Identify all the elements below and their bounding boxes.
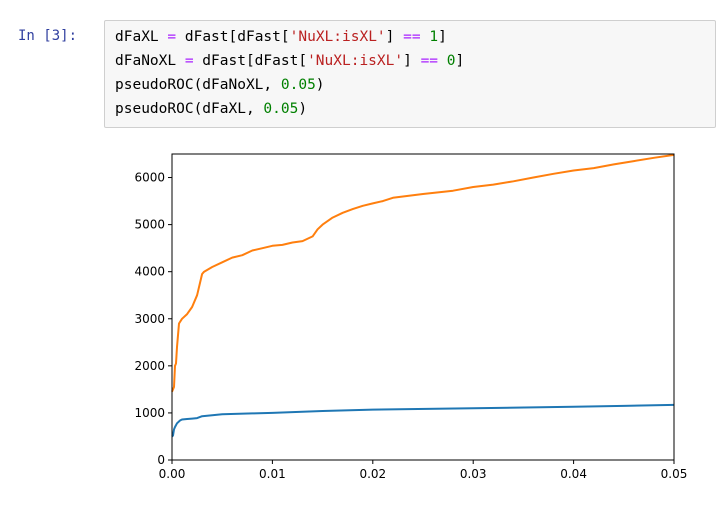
- code-token: ): [298, 101, 308, 117]
- code-token: ]: [385, 29, 404, 45]
- code-editor[interactable]: dFaXL = dFast[dFast['NuXL:isXL'] == 1] d…: [104, 20, 716, 128]
- code-token: dFaXL: [115, 29, 168, 45]
- code-token-number: 1: [429, 29, 439, 45]
- code-token-number: 0: [446, 53, 456, 69]
- code-token: ]: [455, 53, 465, 69]
- code-token-operator: ==: [403, 29, 421, 45]
- code-token: dFast[dFast[: [176, 29, 290, 45]
- y-tick-label: 6000: [134, 171, 165, 185]
- code-token: dFaNoXL: [115, 53, 185, 69]
- code-line-4: pseudoROC(dFaXL, 0.05): [115, 97, 464, 121]
- cell-output-plot: 0.00 0.01 0.02 0.03 0.04 0.05 0 1000 2000 3000 400…: [134, 153, 688, 481]
- code-line-3: pseudoROC(dFaNoXL, 0.05): [115, 73, 464, 97]
- code-token: ]: [403, 53, 421, 69]
- y-tick-label: 0: [157, 453, 165, 467]
- y-tick-label: 5000: [134, 218, 165, 232]
- x-tick-label: 0.03: [460, 467, 487, 481]
- plot-frame: [171, 153, 675, 461]
- code-token-string: 'NuXL:isXL': [307, 53, 404, 69]
- y-tick-label: 4000: [134, 265, 165, 279]
- code-token: [438, 53, 447, 69]
- code-line-2: dFaNoXL = dFast[dFast['NuXL:isXL'] == 0]: [115, 49, 464, 73]
- series-line-2: [171, 153, 675, 393]
- code-token-number: 0.05: [280, 77, 316, 93]
- code-lines: dFaXL = dFast[dFast['NuXL:isXL'] == 1] d…: [115, 25, 464, 121]
- series-line-1: [171, 403, 675, 438]
- x-tick-label: 0.04: [560, 467, 587, 481]
- y-tick-label: 1000: [134, 406, 165, 420]
- x-tick-label: 0.02: [359, 467, 386, 481]
- code-token: dFast[dFast[: [193, 53, 308, 69]
- code-line-1: dFaXL = dFast[dFast['NuXL:isXL'] == 1]: [115, 25, 464, 49]
- code-token-string: 'NuXL:isXL': [289, 29, 386, 45]
- code-token-operator: =: [184, 53, 194, 69]
- code-token: pseudoROC(dFaXL,: [115, 101, 264, 117]
- code-token-operator: =: [167, 29, 177, 45]
- code-token: ): [315, 77, 325, 93]
- code-token-number: 0.05: [263, 101, 299, 117]
- x-tick-label: 0.00: [159, 467, 186, 481]
- code-token: pseudoROC(dFaNoXL,: [115, 77, 281, 93]
- y-tick-label: 2000: [134, 359, 165, 373]
- y-tick-label: 3000: [134, 312, 165, 326]
- code-token-operator: ==: [420, 53, 439, 69]
- x-tick-label: 0.05: [661, 467, 688, 481]
- cell-prompt: In [3]:: [18, 28, 78, 44]
- code-token: ]: [438, 29, 447, 45]
- x-tick-label: 0.01: [259, 467, 286, 481]
